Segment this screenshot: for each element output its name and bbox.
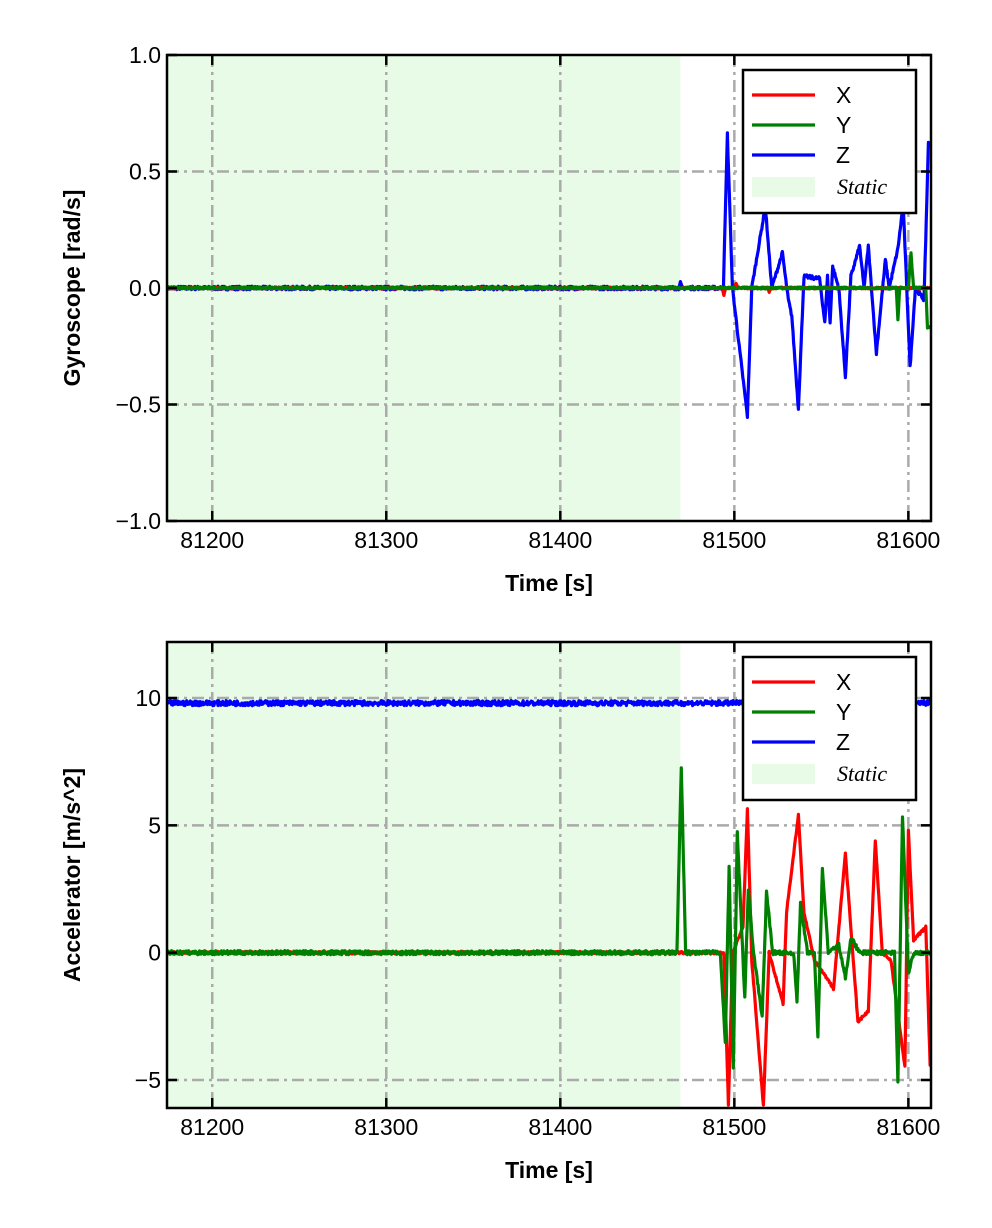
x-tick-label: 81400 (528, 1114, 592, 1140)
x-tick-label: 81300 (354, 1114, 418, 1140)
legend-label-y: Y (836, 699, 851, 725)
x-axis-label: Time [s] (505, 570, 593, 596)
y-tick-label: 0.0 (129, 275, 161, 301)
x-tick-label: 81200 (180, 1114, 244, 1140)
y-tick-label: −0.5 (116, 392, 161, 418)
legend: XYZ Static (741, 655, 918, 802)
axes-frame (165, 640, 933, 1110)
y-tick-label: 5 (148, 812, 161, 838)
x-tick-label: 81500 (702, 527, 766, 553)
y-tick-label: 0.5 (129, 159, 161, 185)
legend-swatch-static (752, 177, 815, 197)
x-tick-label: 81600 (876, 527, 940, 553)
legend-label-y: Y (836, 112, 851, 138)
y-axis-label: Accelerator [m/s^2] (59, 768, 85, 982)
y-tick-label: −5 (135, 1067, 161, 1093)
series-line-y (167, 251, 931, 330)
x-tick-label: 81500 (702, 1114, 766, 1140)
x-tick-label: 81400 (528, 527, 592, 553)
x-axis-label: Time [s] (505, 1157, 593, 1183)
legend: XYZ Static (741, 68, 918, 215)
legend-label-z: Z (836, 142, 850, 168)
x-tick-label: 81200 (180, 527, 244, 553)
subplot-gyroscope: 81200 81300 81400 81500 81600 −1.0 −0.5 0.0 0.5 1… (59, 42, 940, 596)
series-line-y (167, 766, 931, 1084)
series-group (167, 131, 931, 419)
y-tick-label: −1.0 (116, 508, 161, 534)
static-span (167, 642, 681, 1108)
y-tick-label: 10 (135, 685, 161, 711)
x-tick-label: 81300 (354, 527, 418, 553)
subplot-accelerator: 81200 81300 81400 81500 81600 −5 0 5 10 Time [s] A… (59, 640, 940, 1183)
legend-label-z: Z (836, 729, 850, 755)
y-tick-label: 0 (148, 940, 161, 966)
legend-label-x: X (836, 82, 851, 108)
y-axis-label: Gyroscope [rad/s] (59, 190, 85, 387)
legend-label-static: Static (837, 174, 887, 199)
x-tick-label: 81600 (876, 1114, 940, 1140)
legend-label-x: X (836, 669, 851, 695)
legend-label-static: Static (837, 761, 887, 786)
y-tick-label: 1.0 (129, 42, 161, 68)
legend-swatch-static (752, 764, 815, 784)
